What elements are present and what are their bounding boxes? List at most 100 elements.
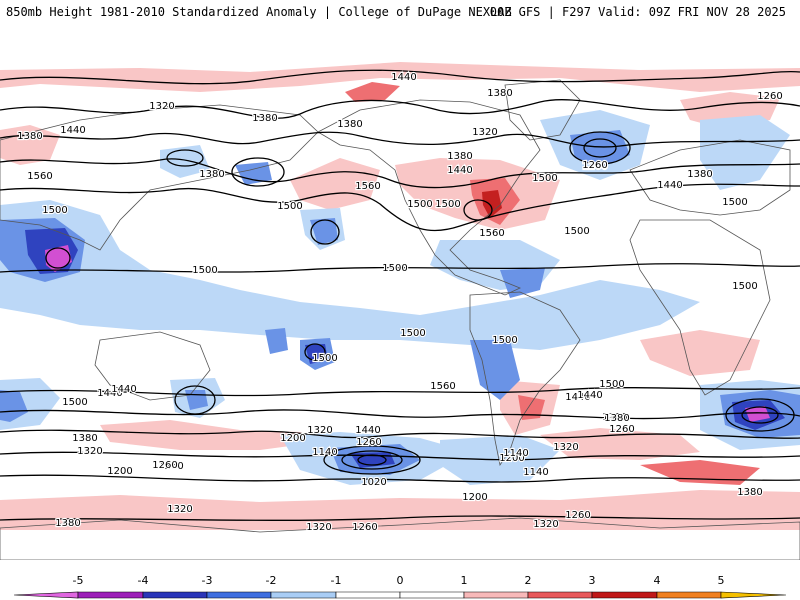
contour-label: 1380 [604,413,629,424]
colorbar-segment [463,591,529,599]
contour-label: 1380 [17,131,42,142]
contour-closed [583,138,617,158]
contour-label: 1440 [657,180,682,191]
contour-label: 1320 [472,127,497,138]
contour-label: 1500 [192,265,217,276]
contour-label: 1260 [582,160,607,171]
contour-label: 1140 [523,467,548,478]
anomaly-patch [235,162,272,185]
colorbar-segment [335,591,401,599]
contour-label: 1500 [732,281,757,292]
colorbar-tick-label: 0 [397,574,404,587]
colorbar: -5 -4 -3 -2 -1 0 1 2 3 4 5 [13,574,787,599]
colorbar-tick-label: 3 [589,574,596,587]
contour-closed [569,131,631,165]
colorbar-tick-label: 5 [718,574,725,587]
colorbar-segment [527,591,593,599]
anomaly-patch [345,82,400,102]
coastlines [0,79,800,560]
contour-line [0,429,800,439]
contour-label: 1380 [447,151,472,162]
contour-label: 1440 [391,72,416,83]
contour-label: 1320 [167,504,192,515]
coastline-greenland [504,79,581,141]
anomaly-patch [482,190,502,218]
contour-label: 1200 [499,453,524,464]
contour-line [0,131,800,148]
contour-closed [341,450,403,470]
model-run-label: 00Z GFS | F297 Valid: 09Z FRI NOV 28 202… [489,5,786,19]
anomaly-patch [160,145,210,178]
contour-label: 1500 [599,379,624,390]
colorbar-segment [270,591,337,599]
anomaly-patch [100,420,320,450]
contour-label: 1020 [361,477,386,488]
anomaly-patch [0,62,800,92]
coastline-antarctica [0,517,800,560]
colorbar-segments [13,591,787,599]
map-title: 850mb Height 1981-2010 Standardized Anom… [6,5,512,19]
contour-label: 1320 [306,522,331,533]
anomaly-patch [640,330,760,376]
contour-line [0,263,800,273]
colorbar-tick-label: -5 [73,574,84,587]
anomaly-map: 1440138013201260138013201380126013801440… [0,40,800,560]
contour-closed [174,385,216,415]
coastline-europe [629,139,791,216]
anomaly-patch [700,115,790,190]
contour-label: 1260 [582,161,607,172]
contour-label: 1260 [352,522,377,533]
anomaly-patch [745,406,770,422]
colorbar-tick-label: -2 [266,574,277,587]
contour-label: 1380 [687,169,712,180]
colorbar-tick-label: 1 [461,574,468,587]
contour-closed [725,398,795,432]
contour-closed [304,343,326,361]
contour-label: 1440 [355,425,380,436]
contour-label: 1440 [60,125,85,136]
colorbar-tick-label: 4 [654,574,661,587]
contour-label: 1320 [533,519,558,530]
anomaly-patch [540,428,700,460]
contour-closed [463,199,493,221]
contour-label: 1320 [149,101,174,112]
contour-line [0,158,800,189]
contour-label: 1500 [435,199,460,210]
coastline-africa [629,219,771,396]
contour-label: 1440 [447,165,472,176]
contour-label: 1260 [609,424,634,435]
contour-label: 1320 [307,425,332,436]
anomaly-patch [470,340,520,400]
contour-closed [357,454,387,466]
contour-line [0,474,800,483]
anomaly-patch [640,460,760,485]
coastline-asia [0,104,319,251]
anomaly-patch [570,130,630,168]
contour-label: 1560 [355,181,380,192]
colorbar-tick-label: -4 [138,574,149,587]
contour-label: 1500 [400,328,425,339]
anomaly-patch [500,268,545,298]
contour-closed [741,406,779,424]
colorbar-segment [77,591,144,599]
contour-line [0,99,800,119]
contour-label: 1440 [97,388,122,399]
contour-label: 1140 [503,448,528,459]
contour-label: 1320 [77,446,102,457]
contour-line [0,409,800,420]
contour-label: 1500 [532,173,557,184]
contour-line [0,69,800,85]
contour-label: 1380 [487,88,512,99]
contour-line [0,451,800,461]
colorbar-tick-label: -1 [331,574,342,587]
contour-label: 1560 [430,381,455,392]
contour-label: 1500 [722,197,747,208]
contour-label: 1380 [337,119,362,130]
contour-closed [310,219,340,245]
contour-label: 1440 [111,384,136,395]
contour-label: 1140 [312,447,337,458]
contour-label: 1500 [277,201,302,212]
contour-label: 1380 [72,433,97,444]
contour-line [0,515,800,521]
contour-closed [166,149,204,167]
